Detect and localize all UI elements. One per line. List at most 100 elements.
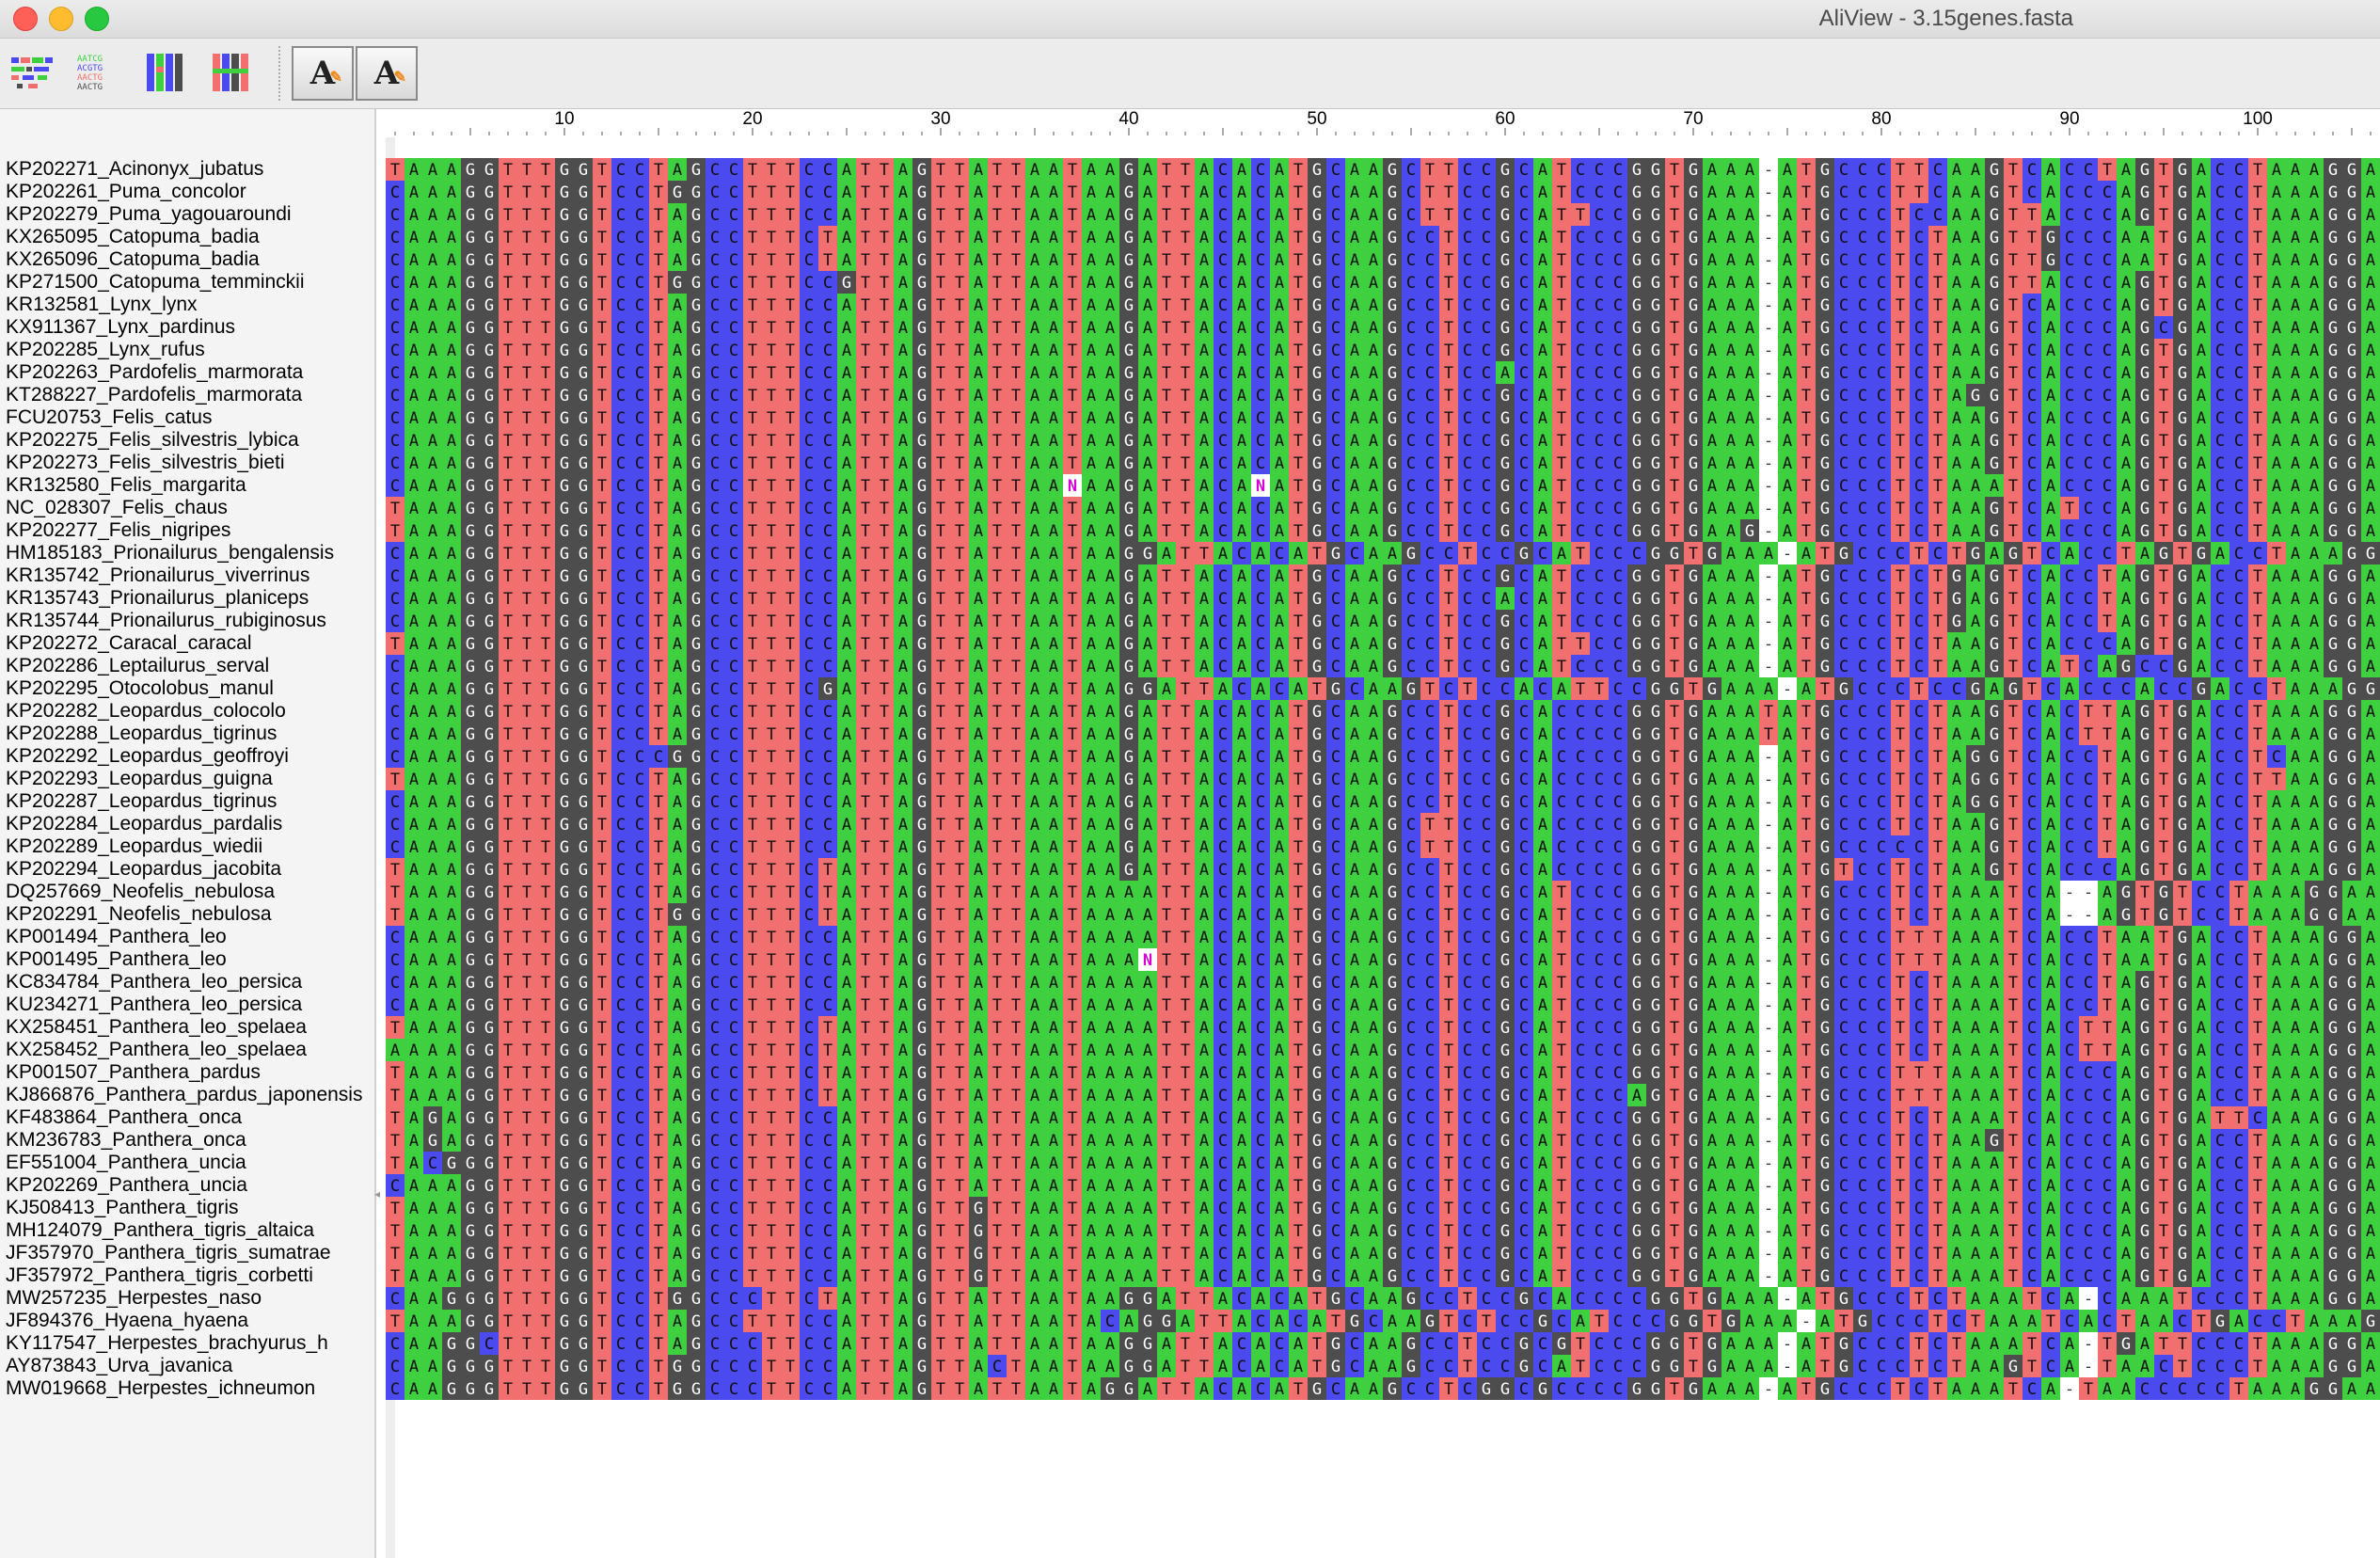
sequence-name[interactable]: KX258452_Panthera_leo_spelaea bbox=[6, 1039, 307, 1061]
sequence-name[interactable]: KP202295_Otocolobus_manul bbox=[6, 677, 274, 700]
sequence-name[interactable]: KU234271_Panthera_leo_persica bbox=[6, 994, 302, 1016]
sequence-name[interactable]: KP202279_Puma_yagouaroundi bbox=[6, 203, 292, 226]
base-letter: C bbox=[1406, 251, 1416, 270]
color-columns-icon[interactable] bbox=[143, 50, 188, 95]
sequence-name[interactable]: KP202273_Felis_silvestris_bieti bbox=[6, 452, 285, 474]
sequence-name[interactable]: KP271500_Catopuma_temminckii bbox=[6, 271, 305, 294]
sequence-name[interactable]: KX265096_Catopuma_badia bbox=[6, 248, 260, 271]
sequence-name[interactable]: KP202287_Leopardus_tigrinus bbox=[6, 790, 277, 813]
close-window-button[interactable] bbox=[13, 7, 38, 31]
sequence-name[interactable]: AY873843_Urva_javanica bbox=[6, 1355, 232, 1377]
sequence-name[interactable]: KC834784_Panthera_leo_persica bbox=[6, 971, 302, 994]
base-letter: A bbox=[2366, 229, 2375, 247]
sequence-name[interactable]: HM185183_Prionailurus_bengalensis bbox=[6, 542, 334, 564]
sequence-name[interactable]: KJ508413_Panthera_tigris bbox=[6, 1197, 239, 1219]
sequence-name[interactable]: KP202285_Lynx_rufus bbox=[6, 339, 205, 361]
sequence-name[interactable]: KP202282_Leopardus_colocolo bbox=[6, 700, 286, 723]
maximize-window-button[interactable] bbox=[85, 7, 109, 31]
base-letter: T bbox=[1576, 635, 1585, 654]
base-letter: C bbox=[1576, 251, 1585, 270]
sequence-name[interactable]: MW257235_Herpestes_naso bbox=[6, 1287, 262, 1310]
base-letter: A bbox=[1538, 590, 1547, 609]
sequence-name[interactable]: KM236783_Panthera_onca bbox=[6, 1129, 246, 1152]
sequence-name[interactable]: JF357970_Panthera_tigris_sumatrae bbox=[6, 1242, 331, 1264]
sequence-name[interactable]: KP202275_Felis_silvestris_lybica bbox=[6, 429, 299, 452]
sequence-name[interactable]: KP202292_Leopardus_geoffroyi bbox=[6, 745, 289, 768]
sequence-name[interactable]: KY117547_Herpestes_brachyurus_h bbox=[6, 1332, 328, 1355]
sequence-name[interactable]: KP202269_Panthera_uncia bbox=[6, 1174, 247, 1197]
base-letter: G bbox=[2178, 454, 2187, 473]
sequence-name[interactable]: FCU20753_Felis_catus bbox=[6, 406, 212, 429]
sequence-name[interactable]: KP202277_Felis_nigripes bbox=[6, 519, 230, 542]
sequence-name[interactable]: DQ257669_Neofelis_nebulosa bbox=[6, 881, 275, 903]
sequence-name[interactable]: KP202286_Leptailurus_serval bbox=[6, 655, 269, 677]
sequence-name[interactable]: MH124079_Panthera_tigris_altaica bbox=[6, 1219, 314, 1242]
base-letter: T bbox=[522, 477, 532, 496]
base-letter: T bbox=[1801, 229, 1811, 247]
sequence-name[interactable]: KR135743_Prionailurus_planiceps bbox=[6, 587, 309, 610]
sequence-name[interactable]: KR135744_Prionailurus_rubiginosus bbox=[6, 610, 326, 632]
sequence-name[interactable]: NC_028307_Felis_chaus bbox=[6, 497, 228, 519]
sequence-name[interactable]: KP202272_Caracal_caracal bbox=[6, 632, 252, 655]
sequence-name[interactable]: KP001507_Panthera_pardus bbox=[6, 1061, 261, 1084]
sequence-name[interactable]: KP202291_Neofelis_nebulosa bbox=[6, 903, 272, 926]
sequence-name[interactable]: KP202293_Leopardus_guigna bbox=[6, 768, 273, 790]
color-blocks-icon[interactable] bbox=[209, 50, 254, 95]
sequence-name[interactable]: KP202271_Acinonyx_jubatus bbox=[6, 158, 263, 181]
alignment-overview-icon[interactable] bbox=[9, 50, 55, 95]
sequence-name[interactable]: KR132580_Felis_margarita bbox=[6, 474, 246, 497]
sequence-name[interactable]: KX258451_Panthera_leo_spelaea bbox=[6, 1016, 307, 1039]
minimize-window-button[interactable] bbox=[49, 7, 73, 31]
sequence-name[interactable]: KR132581_Lynx_lynx bbox=[6, 294, 198, 316]
sequence-name[interactable]: KP202263_Pardofelis_marmorata bbox=[6, 361, 303, 384]
sequence-name[interactable]: MW019668_Herpestes_ichneumon bbox=[6, 1377, 315, 1400]
sequence-name[interactable]: KX911367_Lynx_pardinus bbox=[6, 316, 235, 339]
sequence-name[interactable]: KP001494_Panthera_leo bbox=[6, 926, 227, 948]
sequence-name[interactable]: KT288227_Pardofelis_marmorata bbox=[6, 384, 302, 406]
sequence-name[interactable]: KP001495_Panthera_leo bbox=[6, 948, 227, 971]
sequence-name[interactable]: KP202261_Puma_concolor bbox=[6, 181, 246, 203]
sequence-name[interactable]: KP202288_Leopardus_tigrinus bbox=[6, 723, 277, 745]
base-letter: A bbox=[1275, 477, 1284, 496]
decrease-font-button[interactable]: A ✎ bbox=[292, 46, 354, 101]
sequence-name[interactable]: KJ866876_Panthera_pardus_japonensis bbox=[6, 1084, 362, 1106]
sequence-name[interactable]: KP202284_Leopardus_pardalis bbox=[6, 813, 282, 835]
sequence-name[interactable]: KR135742_Prionailurus_viverrinus bbox=[6, 564, 309, 587]
sequence-name[interactable]: EF551004_Panthera_uncia bbox=[6, 1152, 246, 1174]
sequence-name[interactable]: JF357972_Panthera_tigris_corbetti bbox=[6, 1264, 313, 1287]
split-pane-handle-icon[interactable]: ◂ bbox=[374, 1187, 384, 1200]
base-letter: T bbox=[1181, 612, 1190, 631]
text-alignment-icon[interactable]: AATCG ACGTG AACTG AACTG bbox=[75, 50, 120, 95]
sequence-name[interactable]: KX265095_Catopuma_badia bbox=[6, 226, 260, 248]
sequence-name[interactable]: KP202289_Leopardus_wiedii bbox=[6, 835, 262, 858]
sequence-names-panel[interactable]: KP202271_Acinonyx_jubatus KP202261_Puma_c… bbox=[0, 109, 376, 1558]
increase-font-button[interactable]: A ✎ bbox=[356, 46, 418, 101]
sequence-name[interactable]: KF483864_Panthera_onca bbox=[6, 1106, 242, 1129]
sequence-name[interactable]: KP202294_Leopardus_jacobita bbox=[6, 858, 281, 881]
sequence-name[interactable]: JF894376_Hyaena_hyaena bbox=[6, 1310, 248, 1332]
